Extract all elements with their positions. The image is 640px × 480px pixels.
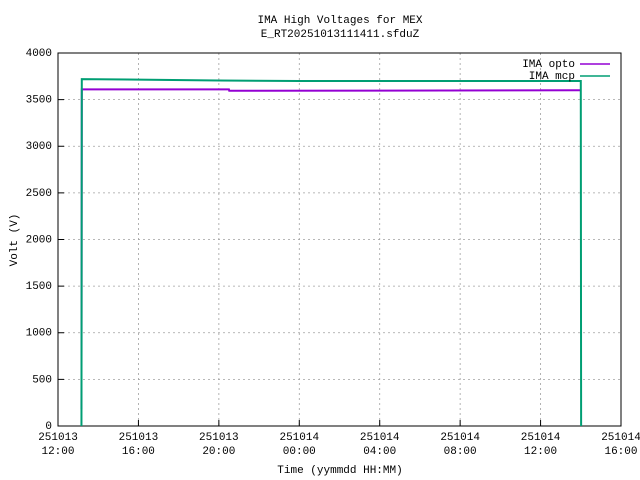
data-line xyxy=(80,88,581,410)
x-tick-label: 251013 20:00 xyxy=(199,432,239,458)
legend-label: IMA opto xyxy=(522,59,575,71)
y-tick-label: 1000 xyxy=(26,328,52,340)
x-tick-label: 251013 12:00 xyxy=(38,432,78,458)
y-tick-label: 3500 xyxy=(26,95,52,107)
chart-subtitle: E_RT20251013111411.sfduZ xyxy=(261,29,420,41)
y-tick-label: 500 xyxy=(32,374,52,386)
y-tick-label: 4000 xyxy=(26,48,52,60)
x-tick-label: 251014 04:00 xyxy=(359,432,400,458)
x-tick-label: 251014 08:00 xyxy=(440,432,480,458)
y-tick-label: 2500 xyxy=(26,188,52,200)
y-tick-label: 1500 xyxy=(26,281,52,293)
data-line xyxy=(80,78,583,427)
chart-title: IMA High Voltages for MEX xyxy=(257,15,422,27)
x-tick-label: 251014 12:00 xyxy=(520,432,561,458)
y-tick-label: 0 xyxy=(45,421,52,433)
x-axis-label: Time (yymmdd HH:MM) xyxy=(277,465,402,477)
plot-frame xyxy=(57,52,622,427)
y-tick-label: 3000 xyxy=(26,141,52,153)
y-tick-label: 2000 xyxy=(26,234,52,246)
x-tick-label: 251014 00:00 xyxy=(279,432,320,458)
legend-label: IMA mcp xyxy=(529,71,575,83)
y-axis-label: Volt (V) xyxy=(9,214,21,267)
x-tick-label: 251014 16:00 xyxy=(601,432,640,458)
x-tick-label: 251013 16:00 xyxy=(118,432,159,458)
